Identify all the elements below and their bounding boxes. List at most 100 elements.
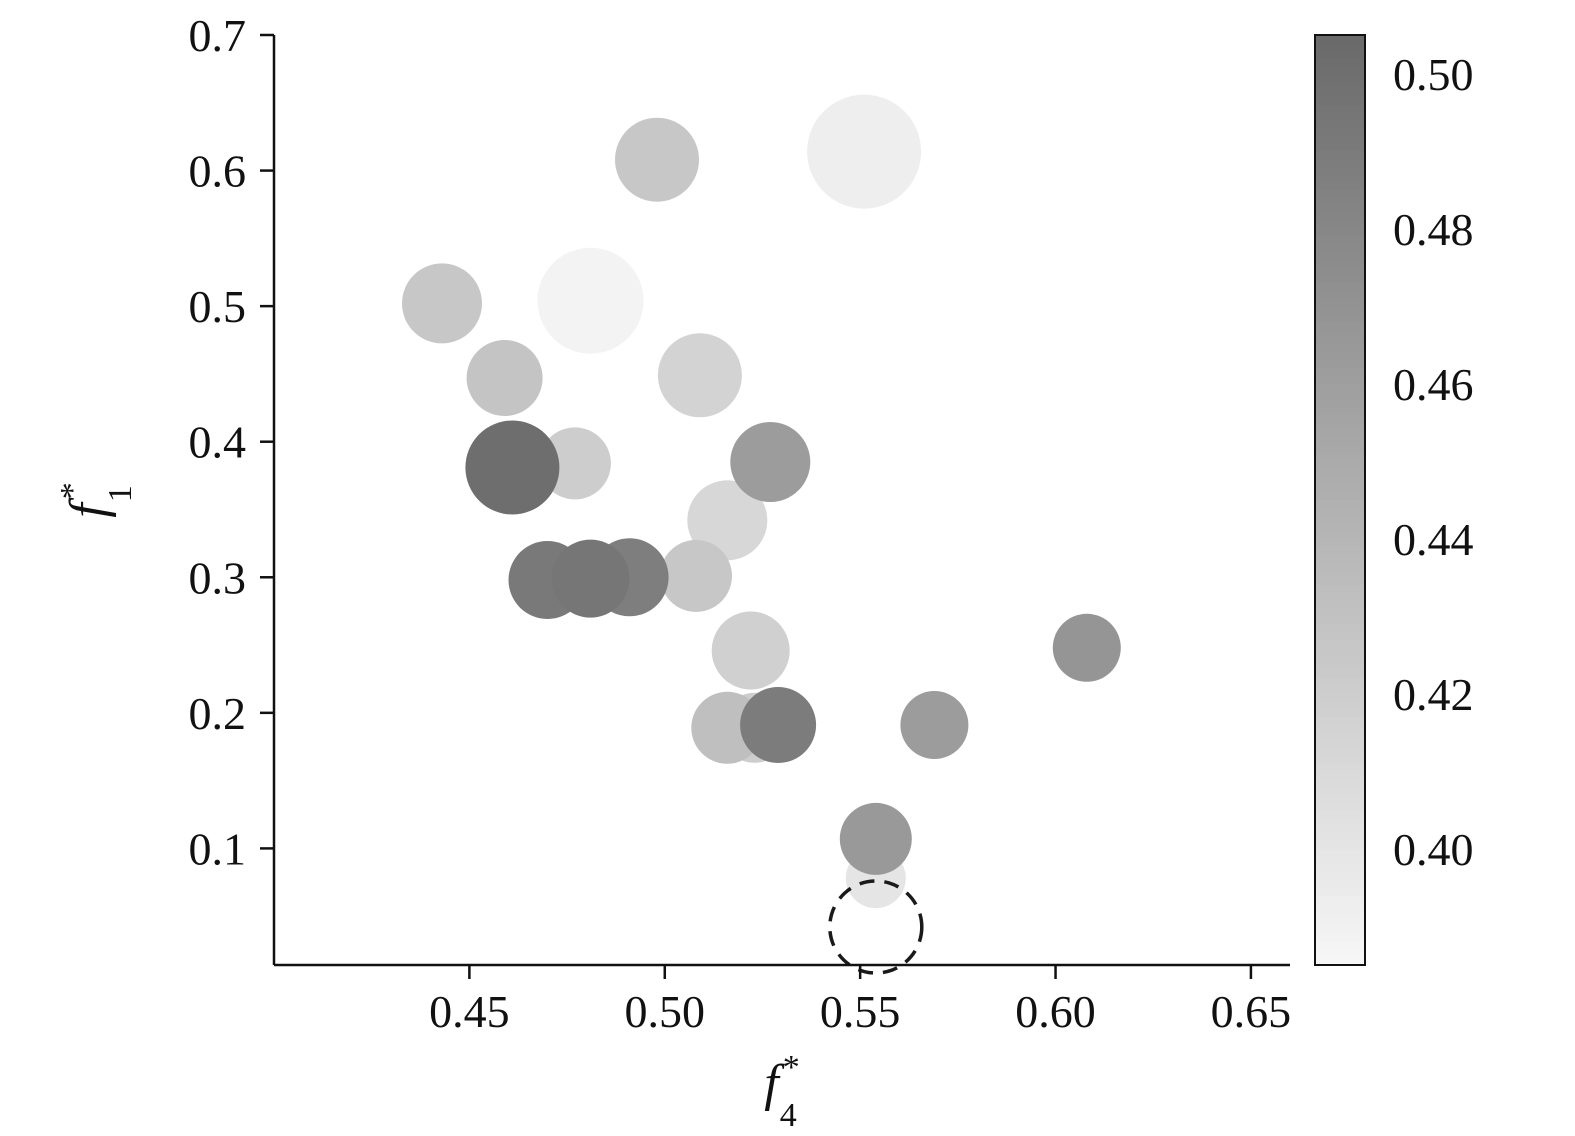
colorbar-gradient-step: [1315, 58, 1365, 67]
y-axis-title: f* 1: [54, 482, 139, 517]
reference-point-dashed-circle: [828, 879, 924, 975]
colorbar-gradient-step: [1315, 895, 1365, 904]
colorbar-gradient-step: [1315, 531, 1365, 540]
colorbar-gradient-step: [1315, 321, 1365, 331]
colorbar-gradient-step: [1315, 128, 1365, 137]
colorbar-gradient-step: [1315, 763, 1365, 772]
colorbar-gradient-step: [1315, 810, 1365, 819]
colorbar-gradient-step: [1315, 624, 1365, 633]
colorbar-gradient-step: [1315, 66, 1365, 75]
colorbar-gradient-step: [1315, 833, 1365, 842]
colorbar-gradient-step: [1315, 748, 1365, 757]
colorbar-gradient-step: [1315, 275, 1365, 284]
colorbar-gradient-step: [1315, 453, 1365, 462]
colorbar-gradient-step: [1315, 755, 1365, 765]
colorbar-gradient-step: [1315, 786, 1365, 796]
colorbar-gradient-step: [1315, 182, 1365, 191]
y-tick-label: 0.1: [189, 823, 247, 874]
colorbar-gradient-step: [1315, 856, 1365, 865]
data-point: [615, 117, 699, 202]
colorbar-gradient-step: [1315, 476, 1365, 486]
colorbar-gradient-step: [1315, 42, 1365, 52]
colorbar-gradient-step: [1315, 469, 1365, 478]
colorbar-gradient-step: [1315, 771, 1365, 780]
y-tick-label: 0.5: [189, 281, 247, 332]
colorbar-gradient-step: [1315, 600, 1365, 610]
colorbar-tick-label: 0.48: [1393, 204, 1474, 255]
colorbar-gradient-step: [1315, 298, 1365, 307]
colorbar-gradient-step: [1315, 538, 1365, 548]
colorbar-gradient-step: [1315, 872, 1365, 881]
colorbar-tick-label: 0.40: [1393, 824, 1474, 875]
colorbar-gradient-step: [1315, 678, 1365, 687]
colorbar-gradient-step: [1315, 422, 1365, 431]
colorbar-gradient-step: [1315, 414, 1365, 424]
colorbar-gradient-step: [1315, 244, 1365, 253]
colorbar-gradient-step: [1315, 360, 1365, 369]
colorbar-gradient-step: [1315, 608, 1365, 617]
colorbar-tick-label: 0.44: [1393, 514, 1474, 565]
colorbar-tick-label: 0.46: [1393, 359, 1474, 410]
data-point: [687, 480, 768, 561]
colorbar-gradient-step: [1315, 190, 1365, 199]
colorbar-gradient-step: [1315, 864, 1365, 873]
colorbar-tick-label: 0.50: [1393, 49, 1474, 100]
colorbar-gradient-step: [1315, 120, 1365, 129]
colorbar-gradient-step: [1315, 802, 1365, 811]
colorbar-gradient-step: [1315, 306, 1365, 315]
colorbar-gradient-step: [1315, 236, 1365, 245]
colorbar-gradient-step: [1315, 376, 1365, 385]
colorbar-gradient-step: [1315, 910, 1365, 920]
colorbar-gradient-step: [1315, 430, 1365, 439]
colorbar-gradient-step: [1315, 562, 1365, 571]
x-axis-title: f * 4: [764, 1049, 799, 1134]
data-point: [711, 611, 790, 690]
colorbar-gradient-step: [1315, 779, 1365, 788]
colorbar-gradient-step: [1315, 461, 1365, 470]
colorbar-gradient-step: [1315, 841, 1365, 850]
y-tick-label: 0.6: [189, 146, 247, 197]
colorbar-gradient-step: [1315, 585, 1365, 594]
colorbar-gradient-step: [1315, 445, 1365, 455]
colorbar-gradient-step: [1315, 577, 1365, 586]
colorbar-gradient-step: [1315, 879, 1365, 889]
colorbar-gradient-step: [1315, 213, 1365, 222]
colorbar-gradient-step: [1315, 143, 1365, 152]
colorbar-gradient-step: [1315, 112, 1365, 121]
data-point: [740, 687, 817, 763]
y-tick-label: 0.7: [189, 10, 247, 61]
colorbar-gradient-step: [1315, 825, 1365, 834]
colorbar-gradient-step: [1315, 631, 1365, 641]
colorbar-gradient-step: [1315, 701, 1365, 710]
colorbar-gradient-step: [1315, 228, 1365, 238]
colorbar-gradient-step: [1315, 35, 1365, 44]
data-point: [730, 422, 811, 502]
colorbar-gradient-step: [1315, 484, 1365, 493]
colorbar-gradient-step: [1315, 848, 1365, 858]
colorbar-gradient-step: [1315, 314, 1365, 323]
colorbar-gradient-step: [1315, 639, 1365, 648]
colorbar-gradient-step: [1315, 290, 1365, 300]
data-point: [537, 247, 644, 354]
data-point: [657, 333, 742, 418]
colorbar: 0.50 0.48 0.46 0.44 0.42 0.40: [1314, 34, 1474, 966]
colorbar-gradient-step: [1315, 732, 1365, 741]
data-points-layer: [402, 94, 1121, 909]
data-point: [900, 691, 969, 759]
colorbar-gradient-step: [1315, 515, 1365, 524]
colorbar-gradient-step: [1315, 492, 1365, 501]
data-point: [807, 94, 922, 209]
colorbar-gradient-step: [1315, 50, 1365, 59]
colorbar-gradient-step: [1315, 507, 1365, 517]
data-point: [660, 539, 732, 612]
y-tick-label: 0.4: [189, 417, 247, 468]
colorbar-gradient-step: [1315, 97, 1365, 106]
colorbar-gradient-step: [1315, 887, 1365, 896]
colorbar-gradient-step: [1315, 81, 1365, 90]
x-tick-label: 0.65: [1211, 986, 1292, 1037]
colorbar-gradient-step: [1315, 934, 1365, 943]
colorbar-gradient-step: [1315, 817, 1365, 827]
data-point: [551, 539, 630, 618]
colorbar-gradient-step: [1315, 686, 1365, 695]
colorbar-border: [1314, 34, 1366, 966]
